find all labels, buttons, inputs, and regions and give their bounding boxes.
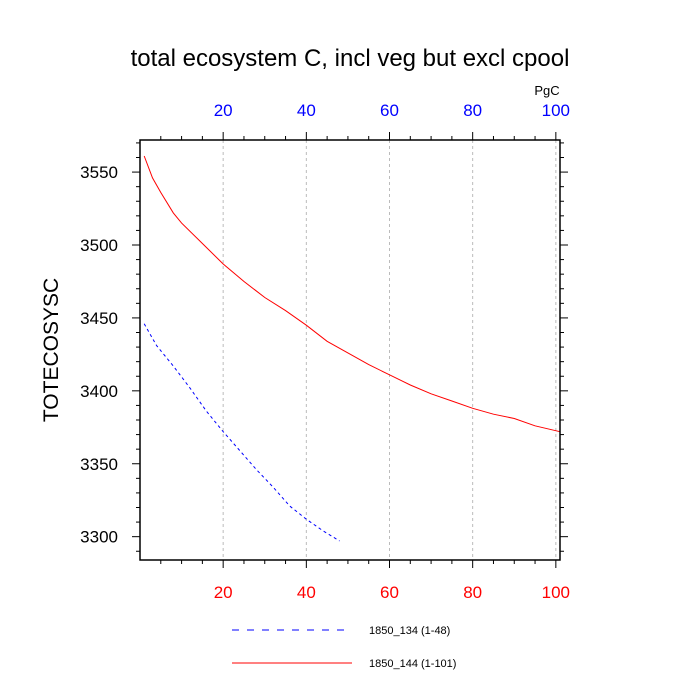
legend-label-0: 1850_134 (1-48) (369, 625, 450, 637)
x-tick-label-top: 80 (463, 101, 482, 120)
x-tick-label-bottom: 80 (463, 583, 482, 602)
y-axis-label: TOTECOSYSC (40, 278, 63, 422)
x-tick-label-top: 100 (542, 101, 570, 120)
y-tick-label: 3350 (80, 455, 118, 474)
series-line-0 (143, 323, 340, 542)
x-tick-label-bottom: 60 (380, 583, 399, 602)
legend: 1850_134 (1-48) 1850_144 (1-101) (232, 625, 456, 670)
y-tick-label: 3450 (80, 309, 118, 328)
grid-lines (222, 140, 557, 560)
legend-label-1: 1850_144 (1-101) (369, 658, 456, 670)
x-tick-label-bottom: 100 (542, 583, 570, 602)
y-tick-label: 3300 (80, 528, 118, 547)
chart-title: total ecosystem C, incl veg but excl cpo… (131, 45, 570, 72)
x-tick-label-top: 40 (297, 101, 316, 120)
series-line-1 (143, 155, 561, 433)
plot-frame (139, 139, 561, 561)
x-tick-label-bottom: 20 (214, 583, 233, 602)
x-tick-label-top: 60 (380, 101, 399, 120)
top-axis-unit: PgC (534, 83, 559, 98)
axis-ticks (132, 132, 568, 568)
series-layer (143, 155, 561, 542)
y-tick-label: 3500 (80, 236, 118, 255)
tick-labels: 20 20 40 40 60 60 80 80 100 100 3300 3350 3400 3450 35… (80, 101, 570, 602)
y-tick-label: 3400 (80, 382, 118, 401)
x-tick-label-top: 20 (214, 101, 233, 120)
x-tick-label-bottom: 40 (297, 583, 316, 602)
y-tick-label: 3550 (80, 163, 118, 182)
